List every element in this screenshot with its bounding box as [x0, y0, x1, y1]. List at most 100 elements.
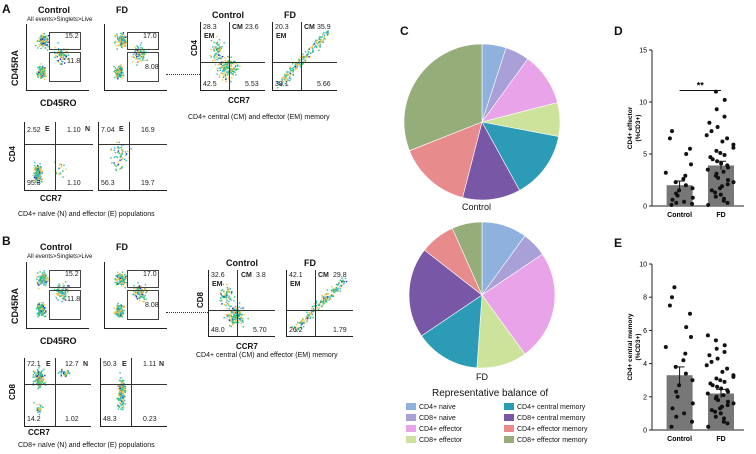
event-dot — [319, 38, 321, 41]
event-dot — [289, 66, 292, 68]
event-dot — [65, 288, 67, 291]
event-dot — [119, 76, 122, 78]
event-dot — [35, 308, 38, 310]
event-dot — [65, 294, 67, 296]
quadrant-value: 19.7 — [141, 180, 155, 187]
event-dot — [120, 156, 122, 158]
event-dot — [119, 279, 121, 281]
event-dot — [142, 55, 145, 57]
event-dot — [240, 314, 243, 316]
event-dot — [40, 377, 42, 379]
event-dot — [230, 81, 232, 83]
event-dot — [123, 396, 125, 399]
event-dot — [113, 307, 115, 309]
event-dot — [120, 69, 122, 71]
event-dot — [38, 386, 40, 389]
event-dot — [135, 54, 138, 57]
event-dot — [60, 164, 63, 166]
event-dot — [219, 300, 222, 302]
event-dot — [120, 276, 123, 278]
event-dot — [224, 317, 227, 319]
event-dot — [224, 64, 227, 66]
event-dot — [44, 67, 46, 69]
event-dot — [224, 71, 226, 73]
event-dot — [225, 67, 227, 69]
event-dot — [123, 309, 125, 312]
event-dot — [229, 310, 232, 312]
event-dot — [293, 66, 296, 68]
event-dot — [296, 66, 298, 68]
event-dot — [41, 171, 43, 174]
event-dot — [119, 73, 121, 76]
event-dot — [65, 295, 67, 297]
event-dot — [137, 46, 139, 48]
y-axis-label-line: CD4+ effector — [627, 106, 634, 149]
event-dot — [328, 33, 330, 35]
event-dot — [37, 379, 39, 381]
event-dot — [40, 169, 42, 171]
event-dot — [37, 272, 39, 274]
legend-label: CD8+ effector — [419, 437, 463, 444]
event-dot — [123, 279, 125, 281]
event-dot — [123, 380, 125, 382]
event-dot — [119, 399, 122, 401]
event-dot — [124, 41, 126, 43]
gate-box — [127, 52, 159, 82]
event-dot — [119, 372, 121, 374]
event-dot — [216, 56, 218, 58]
event-dot — [291, 63, 294, 65]
event-dot — [343, 282, 345, 285]
event-dot — [46, 44, 48, 47]
event-dot — [331, 291, 333, 293]
event-dot — [296, 329, 298, 332]
event-dot — [216, 48, 218, 50]
event-dot — [39, 65, 41, 68]
event-dot — [123, 382, 125, 385]
event-dot — [122, 278, 124, 280]
data-point — [726, 178, 730, 182]
event-dot — [337, 287, 339, 290]
event-dot — [139, 44, 142, 46]
event-dot — [47, 40, 49, 42]
event-dot — [336, 289, 338, 291]
event-dot — [39, 37, 41, 40]
event-dot — [238, 313, 240, 315]
event-dot — [302, 325, 305, 328]
event-dot — [120, 39, 122, 42]
event-dot — [56, 60, 58, 62]
event-dot — [43, 368, 45, 371]
event-dot — [290, 78, 292, 80]
panel-a-mem-y-label: CD4 — [190, 39, 199, 56]
event-dot — [55, 293, 58, 295]
event-dot — [120, 408, 122, 410]
event-dot — [119, 308, 121, 310]
event-dot — [304, 319, 307, 321]
pie-slice — [451, 221, 483, 296]
event-dot — [41, 308, 43, 310]
event-dot — [42, 376, 44, 378]
event-dot — [145, 288, 147, 291]
event-dot — [38, 71, 40, 73]
data-point — [684, 325, 689, 330]
event-dot — [39, 312, 42, 314]
event-dot — [323, 297, 325, 299]
event-dot — [308, 56, 310, 58]
event-dot — [287, 79, 289, 81]
event-dot — [142, 291, 144, 294]
event-dot — [42, 281, 44, 284]
event-dot — [123, 306, 125, 308]
legend-label: CD8+ naive — [419, 415, 456, 422]
event-dot — [117, 273, 119, 276]
event-dot — [40, 37, 42, 39]
event-dot — [119, 39, 121, 41]
event-dot — [226, 71, 229, 73]
event-dot — [38, 403, 41, 405]
event-dot — [41, 373, 43, 376]
event-dot — [34, 179, 36, 182]
event-dot — [53, 288, 56, 291]
event-dot — [39, 271, 41, 273]
event-dot — [114, 311, 116, 313]
event-dot — [303, 56, 306, 58]
event-dot — [37, 316, 39, 318]
event-dot — [311, 313, 313, 316]
